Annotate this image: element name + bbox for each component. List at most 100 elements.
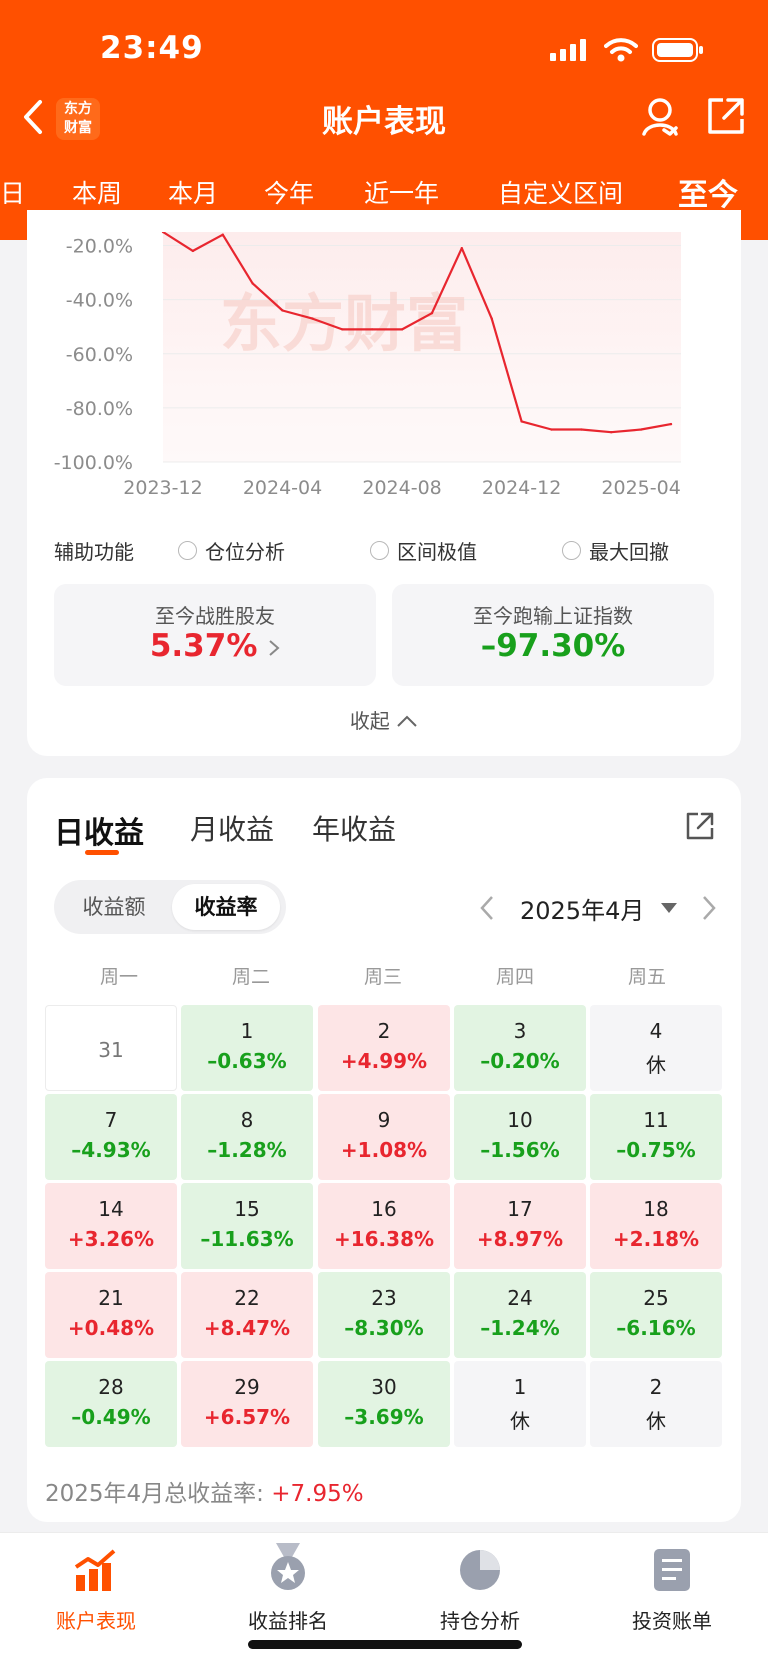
calendar-day-cell[interactable]: 17 +8.97% bbox=[454, 1183, 586, 1269]
tab-daily-returns[interactable]: 日收益 bbox=[54, 816, 144, 851]
share-icon[interactable] bbox=[684, 810, 716, 842]
month-selector[interactable]: 2025年4月 bbox=[520, 897, 645, 925]
calendar-day-cell[interactable]: 3 –0.20% bbox=[454, 1005, 586, 1091]
option-max-drawdown[interactable]: 最大回撤 bbox=[562, 536, 669, 565]
data-point bbox=[460, 247, 464, 250]
calendar-day-cell[interactable]: 21 +0.48% bbox=[45, 1272, 177, 1358]
value-type-toggle: 收益额 收益率 bbox=[54, 880, 286, 934]
radio-icon[interactable] bbox=[178, 541, 197, 560]
calendar-day-cell[interactable]: 29 +6.57% bbox=[181, 1361, 313, 1447]
calendar-day-cell[interactable]: 1 –0.63% bbox=[181, 1005, 313, 1091]
x-tick-label: 2024-04 bbox=[243, 477, 322, 499]
option-position-analysis[interactable]: 仓位分析 bbox=[178, 536, 285, 565]
day-return: +0.48% bbox=[67, 1316, 155, 1340]
day-number: 1 bbox=[513, 1375, 527, 1399]
x-tick-label: 2025-04 bbox=[601, 477, 680, 499]
calendar-day-cell[interactable]: 7 –4.93% bbox=[45, 1094, 177, 1180]
vs-index-label: 至今跑输上证指数 bbox=[473, 604, 633, 628]
vs-index-stat: 至今跑输上证指数 –97.30% bbox=[392, 584, 714, 686]
share-out-icon[interactable] bbox=[706, 96, 746, 136]
day-number: 28 bbox=[98, 1375, 124, 1399]
pie-chart-icon bbox=[460, 1550, 500, 1590]
calendar-day-cell[interactable]: 8 –1.28% bbox=[181, 1094, 313, 1180]
day-number: 15 bbox=[234, 1197, 260, 1221]
nav-investment-bill[interactable]: 投资账单 bbox=[602, 1543, 742, 1633]
calendar-day-cell[interactable]: 10 –1.56% bbox=[454, 1094, 586, 1180]
day-number: 3 bbox=[513, 1019, 527, 1043]
toggle-amount[interactable]: 收益额 bbox=[82, 895, 146, 919]
tab-month[interactable]: 本月 bbox=[168, 179, 219, 208]
x-tick-label: 2023-12 bbox=[123, 477, 202, 499]
calendar-day-cell[interactable]: 11 –0.75% bbox=[590, 1094, 722, 1180]
tab-yearly-returns[interactable]: 年收益 bbox=[312, 813, 397, 846]
chevron-up-icon bbox=[397, 715, 417, 727]
toggle-rate[interactable]: 收益率 bbox=[172, 884, 280, 930]
return-line-chart: 东方财富 -20.0% -40.0% -60.0% -80.0% -100.0% 202… bbox=[54, 232, 681, 499]
tab-monthly-returns[interactable]: 月收益 bbox=[190, 813, 275, 846]
day-number: 2 bbox=[377, 1019, 391, 1043]
calendar-day-cell[interactable]: 28 –0.49% bbox=[45, 1361, 177, 1447]
day-return: –0.75% bbox=[616, 1138, 696, 1162]
radio-icon[interactable] bbox=[562, 541, 581, 560]
calendar-day-cell[interactable]: 2 +4.99% bbox=[318, 1005, 450, 1091]
x-tick-label: 2024-12 bbox=[482, 477, 561, 499]
collapse-button[interactable]: 收起 bbox=[0, 705, 768, 734]
back-arrow-icon[interactable] bbox=[22, 98, 44, 136]
nav-account-performance[interactable]: 账户表现 bbox=[26, 1543, 166, 1633]
calendar-day-cell[interactable]: 30 –3.69% bbox=[318, 1361, 450, 1447]
data-point bbox=[251, 282, 254, 285]
calendar-day-cell[interactable]: 22 +8.47% bbox=[181, 1272, 313, 1358]
day-number: 23 bbox=[371, 1286, 397, 1310]
header: 23:49 东方 财富 账户表现 日 本周 本月 今年 近一年 自定义区间 至今 bbox=[0, 0, 768, 240]
calendar-day-cell[interactable]: 9 +1.08% bbox=[318, 1094, 450, 1180]
day-number: 17 bbox=[507, 1197, 533, 1221]
beat-peers-stat[interactable]: 至今战胜股友 5.37% bbox=[54, 584, 376, 686]
tab-last-year[interactable]: 近一年 bbox=[364, 179, 440, 208]
account-switch-icon[interactable] bbox=[640, 96, 680, 138]
day-number: 24 bbox=[507, 1286, 533, 1310]
day-number: 21 bbox=[98, 1286, 124, 1310]
day-number: 30 bbox=[371, 1375, 397, 1399]
data-point bbox=[221, 233, 224, 236]
next-month-icon[interactable] bbox=[700, 894, 718, 922]
tab-to-date[interactable]: 至今 bbox=[678, 178, 738, 213]
day-return: 休 bbox=[510, 1409, 530, 1433]
calendar-day-cell[interactable]: 31 bbox=[45, 1005, 177, 1091]
calendar-day-cell[interactable]: 25 –6.16% bbox=[590, 1272, 722, 1358]
day-number: 4 bbox=[649, 1019, 663, 1043]
calendar-day-cell[interactable]: 15 –11.63% bbox=[181, 1183, 313, 1269]
tab-week[interactable]: 本周 bbox=[72, 179, 123, 208]
data-point bbox=[341, 328, 344, 331]
prev-month-icon[interactable] bbox=[478, 894, 496, 922]
radio-icon[interactable] bbox=[370, 541, 389, 560]
day-return: +1.08% bbox=[340, 1138, 428, 1162]
brand-logo: 东方 财富 bbox=[56, 98, 100, 140]
dropdown-caret-icon[interactable] bbox=[660, 902, 678, 914]
option-range-extremes[interactable]: 区间极值 bbox=[370, 536, 477, 565]
aux-label: 辅助功能 bbox=[54, 540, 134, 564]
day-return: 休 bbox=[646, 1409, 666, 1433]
day-return: +2.18% bbox=[612, 1227, 700, 1251]
data-point bbox=[400, 328, 404, 331]
tab-custom-range[interactable]: 自定义区间 bbox=[498, 179, 624, 208]
calendar-day-cell[interactable]: 16 +16.38% bbox=[318, 1183, 450, 1269]
month-total-value: +7.95% bbox=[271, 1481, 364, 1507]
tab-day[interactable]: 日 bbox=[0, 179, 26, 208]
nav-return-ranking[interactable]: 收益排名 bbox=[218, 1543, 358, 1633]
day-return: +6.57% bbox=[203, 1405, 291, 1429]
tab-year[interactable]: 今年 bbox=[264, 179, 315, 208]
nav-holdings-analysis[interactable]: 持仓分析 bbox=[410, 1543, 550, 1633]
weekday-label: 周二 bbox=[231, 966, 270, 988]
y-tick-label: -60.0% bbox=[66, 344, 133, 366]
calendar-day-cell[interactable]: 14 +3.26% bbox=[45, 1183, 177, 1269]
calendar-day-cell[interactable]: 18 +2.18% bbox=[590, 1183, 722, 1269]
day-return: +16.38% bbox=[333, 1227, 435, 1251]
day-number: 25 bbox=[643, 1286, 669, 1310]
calendar-day-cell[interactable]: 24 –1.24% bbox=[454, 1272, 586, 1358]
data-point bbox=[191, 249, 195, 253]
calendar-day-cell[interactable]: 23 –8.30% bbox=[318, 1272, 450, 1358]
day-return: –0.63% bbox=[207, 1049, 287, 1073]
